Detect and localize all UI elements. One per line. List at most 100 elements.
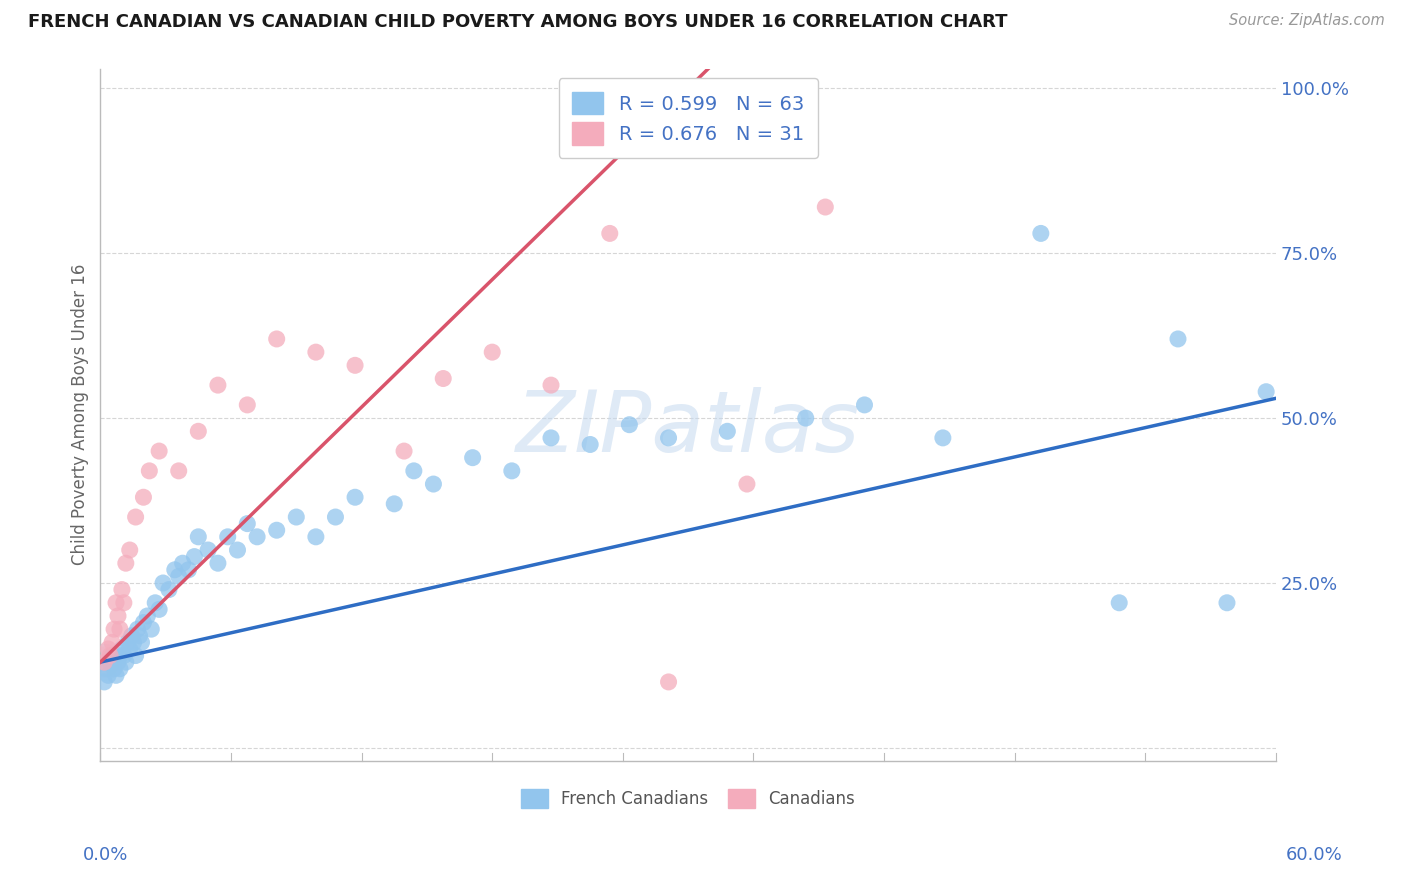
Point [93,655,115,669]
Point [481,345,503,359]
Point [112,648,135,663]
Point [108,648,131,663]
Point [114,655,136,669]
Point [540,431,562,445]
Point [97,668,120,682]
Point [143,596,166,610]
Point [325,510,347,524]
Point [1216,596,1239,610]
Point [1108,596,1130,610]
Point [103,622,125,636]
Point [136,609,159,624]
Point [266,523,288,537]
Point [599,227,621,241]
Point [285,510,308,524]
Point [101,635,124,649]
Point [121,629,143,643]
Point [501,464,523,478]
Point [124,648,146,663]
Point [93,674,115,689]
Point [226,543,249,558]
Point [794,411,817,425]
Text: Source: ZipAtlas.com: Source: ZipAtlas.com [1229,13,1385,29]
Point [167,464,190,478]
Legend: French Canadians, Canadians: French Canadians, Canadians [515,782,862,815]
Point [382,497,405,511]
Point [432,371,454,385]
Point [246,530,269,544]
Text: FRENCH CANADIAN VS CANADIAN CHILD POVERTY AMONG BOYS UNDER 16 CORRELATION CHART: FRENCH CANADIAN VS CANADIAN CHILD POVERT… [28,13,1008,31]
Point [735,477,758,491]
Y-axis label: Child Poverty Among Boys Under 16: Child Poverty Among Boys Under 16 [72,264,89,566]
Point [853,398,876,412]
Point [101,648,124,663]
Point [579,437,602,451]
Point [167,569,190,583]
Point [163,563,186,577]
Point [814,200,837,214]
Point [103,662,125,676]
Point [217,530,239,544]
Point [122,635,145,649]
Point [619,417,641,432]
Point [172,556,194,570]
Point [107,609,129,624]
Point [131,635,153,649]
Point [344,359,367,373]
Text: ZIPatlas: ZIPatlas [516,387,860,470]
Point [141,622,163,636]
Point [108,622,131,636]
Point [658,431,681,445]
Point [716,425,738,439]
Point [1256,384,1278,399]
Point [105,668,128,682]
Point [152,576,174,591]
Point [98,655,121,669]
Point [1167,332,1189,346]
Point [111,642,134,657]
Point [118,642,141,657]
Point [540,378,562,392]
Point [236,398,259,412]
Point [124,510,146,524]
Point [93,655,115,669]
Point [932,431,955,445]
Point [207,556,229,570]
Point [187,530,209,544]
Point [177,563,200,577]
Point [187,425,209,439]
Point [114,556,136,570]
Point [108,662,131,676]
Point [461,450,484,465]
Point [1029,227,1052,241]
Point [98,648,121,663]
Point [111,582,134,597]
Point [93,655,115,669]
Point [128,629,150,643]
Point [148,602,170,616]
Point [105,596,128,610]
Point [392,444,415,458]
Point [112,596,135,610]
Point [96,662,118,676]
Point [132,615,155,630]
Point [97,642,120,657]
Point [266,332,288,346]
Point [148,444,170,458]
Point [127,622,149,636]
Point [117,635,139,649]
Text: 0.0%: 0.0% [83,846,128,863]
Point [157,582,180,597]
Point [236,516,259,531]
Point [207,378,229,392]
Point [422,477,444,491]
Point [658,674,681,689]
Point [118,543,141,558]
Text: 60.0%: 60.0% [1286,846,1343,863]
Point [402,464,425,478]
Point [138,464,160,478]
Point [183,549,205,564]
Point [197,543,219,558]
Point [132,490,155,504]
Point [305,345,328,359]
